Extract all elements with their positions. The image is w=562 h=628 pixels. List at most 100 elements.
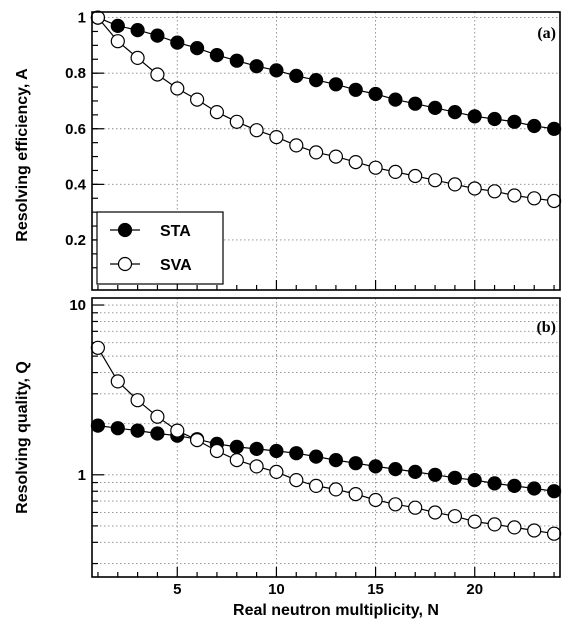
panel-b-point-sva (428, 505, 443, 520)
panel-a-point-sta (130, 23, 145, 38)
panel-a: 0.2 0.4 0.6 0.8 1 (a) Resolving efficiency, … (14, 10, 562, 291)
panel-a-label: (a) (537, 25, 556, 42)
panel-a-point-sta (170, 35, 185, 50)
panel-b-point-sta (487, 476, 502, 491)
panel-b-point-sta (348, 456, 363, 471)
panel-b-point-sta (447, 470, 462, 485)
panel-b-point-sta (428, 467, 443, 482)
x-tick-label: 10 (268, 581, 285, 598)
panel-a-point-sva (130, 50, 145, 66)
panel-b-point-sva (348, 487, 363, 502)
panel-a-y-tick-label: 0.8 (65, 65, 86, 82)
panel-a-point-sta (289, 68, 304, 84)
panel-b-point-sva (527, 523, 542, 538)
panel-b-point-sta (368, 459, 383, 474)
panel-b-point-sva (229, 453, 244, 468)
panel-a-point-sva (190, 92, 205, 107)
panel-b-point-sva (130, 393, 145, 408)
panel-b-frame (91, 297, 561, 578)
panel-a-point-sta (428, 100, 443, 116)
panel-b-y-tick-label: 10 (69, 297, 86, 314)
panel-a-point-sva (90, 10, 106, 25)
panel-a-point-sva (546, 193, 562, 209)
panel-b-series (90, 340, 562, 541)
legend-marker-sva (117, 256, 133, 272)
panel-b-point-sva (507, 520, 522, 535)
panel-b-point-sta (130, 423, 145, 438)
legend-label-sta: STA (160, 223, 191, 240)
x-tick-label: 20 (466, 581, 483, 598)
panel-b-grid (92, 298, 560, 577)
panel-b-point-sta (249, 441, 264, 456)
panel-b-point-sta (150, 426, 165, 441)
panel-a-point-sva (328, 149, 343, 164)
x-axis-title: Real neutron multiplicity, N (233, 602, 439, 619)
panel-b-point-sta (388, 462, 403, 477)
panel-a-point-sva (249, 123, 264, 138)
legend-marker-sta (117, 222, 133, 238)
panel-b-point-sva (150, 409, 165, 424)
x-tick-label: 5 (173, 581, 181, 598)
panel-a-point-sta (467, 109, 482, 124)
panel-b-point-sva (289, 473, 304, 488)
panel-a-y-tick-label: 0.6 (65, 121, 86, 138)
panel-b-point-sva (487, 517, 502, 532)
legend-label-sva: SVA (160, 257, 192, 274)
panel-b-label: (b) (536, 319, 556, 336)
panel-b-y-tick-label: 1 (78, 467, 86, 484)
panel-a-point-sta (190, 40, 205, 56)
panel-b-point-sta (527, 481, 542, 496)
panel-b-point-sva (170, 423, 185, 438)
panel-b-point-sta (309, 449, 324, 464)
panel-a-y-tick-label: 0.4 (65, 176, 87, 193)
panel-b-point-sva (110, 374, 125, 389)
panel-a-point-sva (487, 184, 502, 199)
panel-a-point-sta (546, 121, 562, 136)
panel-a-point-sva (388, 164, 403, 179)
panel-b-point-sva (269, 464, 284, 479)
panel-b-point-sta (408, 464, 423, 479)
panel-b-point-sva (546, 526, 562, 541)
panel-b-point-sta (110, 421, 125, 436)
panel-b-point-sta (229, 439, 244, 454)
panel-a-point-sva (209, 104, 224, 120)
panel-b-point-sva (249, 459, 264, 474)
panel-b-y-axis-title: Resolving quality, Q (14, 361, 31, 514)
panel-a-point-sta (150, 28, 165, 43)
panel-a-frame (91, 11, 561, 291)
panel-a-point-sva (289, 138, 304, 153)
panel-b-point-sta (507, 478, 522, 493)
panel-b-point-sta (289, 446, 304, 461)
panel-b-point-sta (546, 484, 562, 499)
panel-b-point-sva (190, 433, 205, 448)
panel-a-point-sva (229, 114, 244, 129)
panel-a-point-sta (447, 104, 462, 120)
panel-a-point-sta (269, 63, 284, 78)
panel-b-point-sta (328, 453, 343, 468)
panel-b-point-sva (388, 497, 403, 512)
panel-a-point-sta (388, 92, 403, 107)
panel-a-y-tick-label: 1 (78, 10, 86, 27)
panel-a-y-axis-title: Resolving efficiency, A (14, 68, 31, 242)
panel-a-point-sta (249, 59, 264, 74)
panel-a-y-tick-label: 0.2 (65, 232, 86, 249)
panel-a-point-sva (368, 160, 383, 175)
panel-b-line-sva (97, 347, 555, 535)
panel-a-point-sta (309, 72, 324, 88)
panel-a-point-sta (209, 47, 224, 63)
panel-b-line-sta (97, 425, 555, 492)
panel-a-point-sva (467, 181, 482, 196)
panel-a-line-sva (97, 17, 555, 202)
panel-b: 1 10 5 10 15 20 (b) Resolving quality, Q Real… (14, 297, 562, 619)
panel-a-point-sta (507, 114, 522, 129)
panel-b-point-sta (467, 473, 482, 488)
panel-a-point-sva (527, 191, 542, 206)
panel-a-point-sva (447, 177, 462, 192)
panel-a-point-sva (170, 81, 185, 96)
panel-a-series (90, 10, 562, 209)
panel-b-ticks: 1 10 5 10 15 20 (69, 297, 555, 598)
panel-a-point-sta (487, 111, 502, 127)
panel-a-point-sva (110, 34, 125, 49)
panel-b-point-sta (269, 443, 284, 459)
